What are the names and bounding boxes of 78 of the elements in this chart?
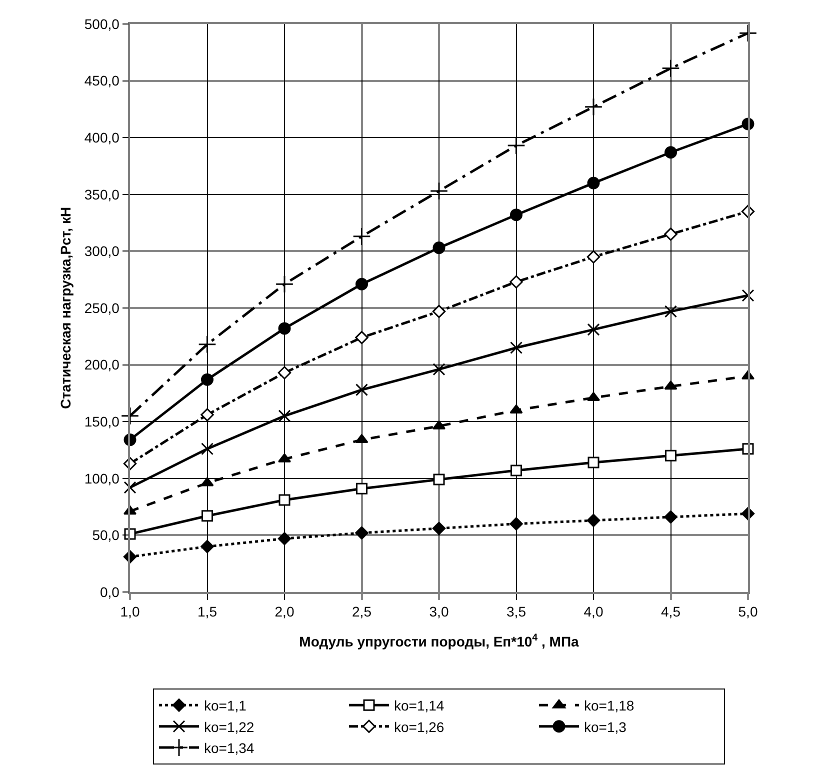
point (278, 494, 290, 506)
point (432, 363, 446, 376)
y-tick-label: 100,0 (84, 470, 120, 486)
y-tick-label: 250,0 (84, 300, 120, 316)
x-tick-label: 4,0 (584, 604, 604, 620)
point (201, 442, 214, 456)
y-tick-label: 0,0 (100, 584, 120, 600)
point (355, 526, 368, 540)
point (355, 434, 368, 444)
point (588, 456, 600, 468)
point (664, 228, 678, 241)
point (356, 384, 368, 396)
y-tick-label: 300,0 (84, 243, 120, 260)
legend-label: ko=1,26 (394, 718, 444, 735)
point (278, 366, 292, 380)
y-tick-label: 400,0 (84, 130, 120, 146)
y-tick-label: 150,0 (84, 414, 120, 430)
point (432, 304, 446, 318)
x-tick-label: 3,5 (506, 604, 526, 620)
point (664, 380, 678, 390)
point (510, 275, 523, 288)
point (586, 250, 600, 264)
y-axis-title: Статическая нагрузка,Рст, кН (58, 206, 74, 410)
point (510, 404, 523, 414)
legend-label: ko=1,34 (204, 740, 254, 756)
point (587, 323, 600, 336)
point (510, 464, 522, 476)
legend-label: ko=1,18 (584, 698, 634, 714)
point (584, 98, 603, 116)
point (200, 408, 214, 422)
legend-label: ko=1,22 (204, 718, 254, 735)
point (198, 335, 216, 354)
point (278, 532, 292, 546)
point (665, 450, 676, 462)
x-tick-label: 2,0 (274, 604, 294, 620)
point (200, 477, 214, 486)
point (510, 517, 523, 530)
x-tick-label: 4,5 (661, 604, 681, 620)
x-tick-label: 3,0 (429, 604, 449, 620)
x-axis-title: Модуль упругости породы, Еп*10$^{4}$ , МПа (299, 632, 580, 650)
point (587, 176, 600, 190)
point (352, 227, 371, 246)
y-tick-label: 500,0 (84, 16, 120, 32)
point (278, 410, 291, 422)
point (664, 146, 677, 159)
point (433, 474, 445, 486)
y-tick-label: 50,0 (92, 527, 120, 544)
point (510, 208, 522, 222)
point (200, 540, 214, 554)
point (278, 322, 291, 335)
x-tick-label: 1,5 (198, 604, 218, 620)
legend-label: ko=1,14 (394, 698, 444, 714)
point (432, 522, 446, 535)
x-tick-label: 5,0 (738, 604, 758, 620)
point (664, 305, 677, 318)
point (356, 278, 368, 290)
point (662, 59, 680, 78)
point (664, 510, 678, 524)
point (201, 373, 214, 386)
point (507, 136, 526, 155)
point (432, 242, 446, 254)
y-tick-label: 350,0 (84, 186, 120, 202)
legend-label: ko=1,1 (204, 698, 247, 714)
point (430, 182, 448, 200)
point (356, 482, 368, 494)
y-tick-label: 200,0 (84, 356, 120, 373)
point (355, 330, 368, 344)
point (510, 342, 522, 354)
point (586, 514, 600, 528)
point (742, 289, 754, 302)
x-tick-label: 2,5 (352, 604, 372, 620)
x-tick-label: 1,0 (120, 604, 140, 620)
point (275, 274, 294, 294)
point (738, 24, 758, 42)
legend-label: ko=1,3 (584, 718, 627, 735)
y-tick-label: 450,0 (84, 72, 120, 89)
point (124, 481, 136, 494)
point (202, 510, 213, 522)
